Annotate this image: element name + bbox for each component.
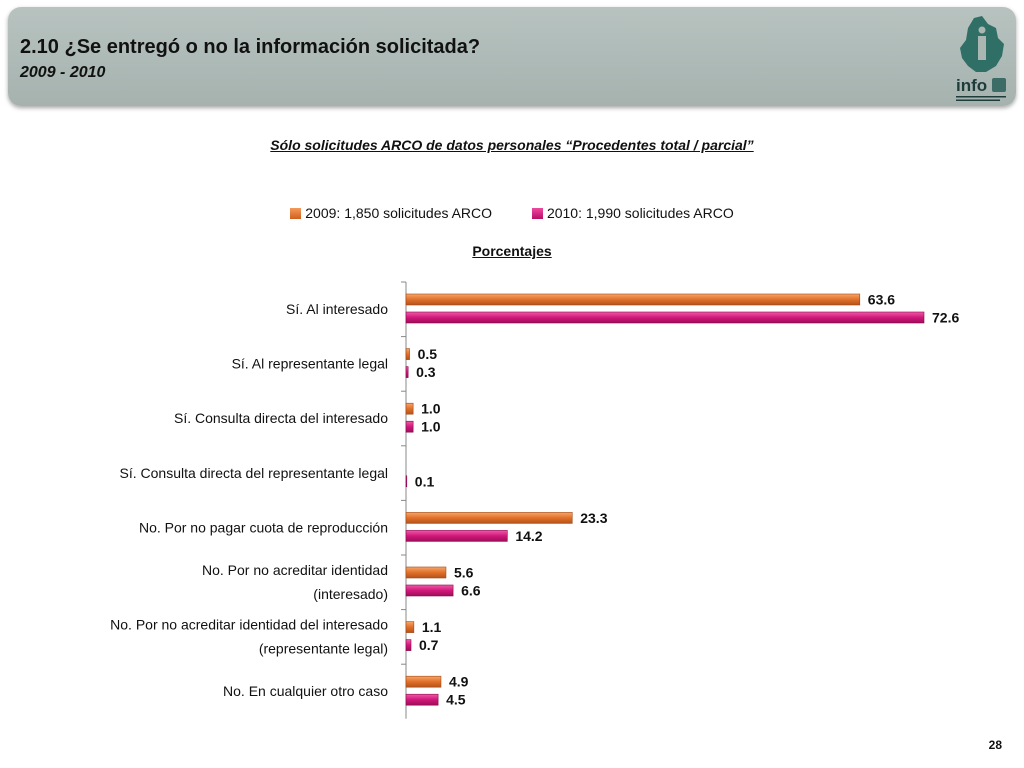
page-number: 28	[988, 738, 1002, 752]
category-label: No. Por no pagar cuota de reproducción	[139, 519, 388, 535]
bar-2010	[405, 639, 412, 651]
category-label: Sí. Consulta directa del representante l…	[120, 465, 389, 481]
category-label: No. En cualquier otro caso	[223, 683, 388, 699]
legend-swatch-2010	[531, 207, 543, 219]
value-label-2009: 5.6	[454, 565, 474, 581]
bar-2009	[405, 402, 414, 415]
category-label: No. Por no acreditar identidad del inter…	[110, 617, 388, 633]
chart-title: Sólo solicitudes ARCO de datos personale…	[270, 137, 754, 153]
bar-2009	[405, 512, 573, 524]
value-label-2010: 0.7	[419, 637, 439, 653]
chart-unit-label: Porcentajes	[472, 243, 552, 259]
value-label-2009: 0.5	[418, 346, 438, 362]
legend-label-2009: 2009: 1,850 solicitudes ARCO	[305, 205, 493, 221]
legend-label-2010: 2010: 1,990 solicitudes ARCO	[546, 205, 734, 221]
page-subtitle: 2009 - 2010	[20, 64, 106, 81]
page-title: 2.10 ¿Se entregó o no la información sol…	[20, 36, 481, 58]
bar-2010	[405, 366, 409, 378]
value-label-2010: 0.1	[415, 473, 435, 489]
bar-2009	[405, 293, 861, 306]
category-label: (interesado)	[313, 586, 388, 602]
bar-2010	[405, 584, 454, 597]
category-label: Sí. Al interesado	[286, 301, 388, 317]
value-label-2009: 4.9	[449, 674, 469, 690]
value-label-2009: 1.1	[422, 619, 442, 635]
bar-2009	[405, 675, 442, 688]
value-label-2010: 14.2	[515, 528, 542, 544]
legend-item-2009: 2009: 1,850 solicitudes ARCO	[290, 205, 492, 221]
value-label-2009: 23.3	[580, 510, 607, 526]
value-label-2010: 4.5	[446, 692, 466, 708]
bar-2010	[405, 420, 414, 433]
category-label: (representante legal)	[259, 641, 388, 657]
value-label-2010: 72.6	[932, 310, 959, 326]
value-label-2010: 1.0	[421, 419, 441, 435]
bar-2009	[405, 566, 447, 579]
logo-text: info	[956, 76, 987, 95]
legend-swatch-2009	[290, 207, 302, 219]
legend-item-2010: 2010: 1,990 solicitudes ARCO	[531, 205, 734, 221]
bar-2009	[405, 621, 415, 633]
category-label: Sí. Al representante legal	[232, 356, 388, 372]
bar-2010	[405, 475, 408, 488]
bar-2010	[405, 693, 439, 706]
chart-legend: 2009: 1,850 solicitudes ARCO 2010: 1,990…	[0, 205, 1024, 222]
value-label-2009: 63.6	[868, 292, 895, 308]
bar-2010	[405, 311, 925, 324]
category-label: No. Por no acreditar identidad	[202, 562, 388, 578]
value-label-2010: 0.3	[416, 364, 436, 380]
info-logo: info	[956, 16, 1006, 101]
value-label-2009: 1.0	[421, 401, 441, 417]
bar-2010	[405, 530, 508, 542]
header-banner	[8, 7, 1016, 106]
category-label: Sí. Consulta directa del interesado	[174, 410, 388, 426]
bar-2009	[405, 348, 410, 360]
value-label-2010: 6.6	[461, 583, 481, 599]
